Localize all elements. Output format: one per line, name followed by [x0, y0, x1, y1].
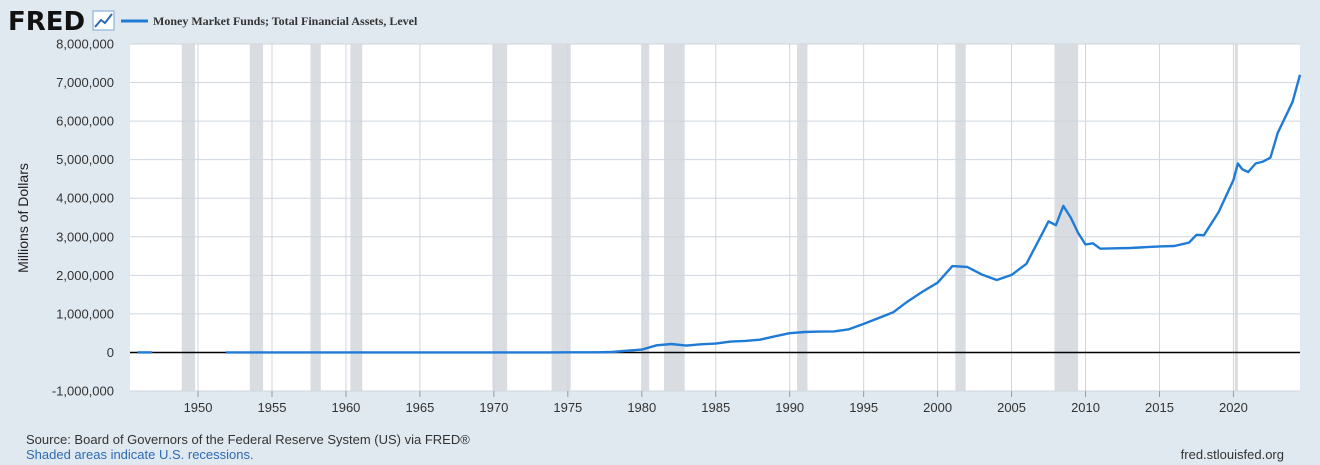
recession-band: [641, 44, 650, 391]
plot-area: [130, 44, 1300, 391]
y-tick-label: 2,000,000: [56, 268, 114, 283]
recession-band: [1234, 44, 1238, 391]
y-axis-ticks: -1,000,000 0 1,000,000 2,000,000 3,000,000 4,…: [52, 37, 114, 399]
legend-label: Money Market Funds; Total Financial Asse…: [153, 14, 418, 28]
recession-band: [797, 44, 808, 391]
y-tick-label: 6,000,000: [56, 114, 114, 129]
x-tick-label: 1955: [258, 400, 287, 415]
x-tick-label: 1965: [405, 400, 434, 415]
trend-line-icon: [92, 10, 115, 31]
x-tick-label: 2015: [1145, 400, 1174, 415]
recession-band: [955, 44, 966, 391]
recession-note[interactable]: Shaded areas indicate U.S. recessions.: [26, 447, 254, 462]
x-tick-label: 1990: [775, 400, 804, 415]
recession-band: [492, 44, 508, 391]
fred-logo[interactable]: FRED: [8, 7, 115, 37]
y-axis-label: Millions of Dollars: [15, 163, 31, 273]
x-tick-label: 1960: [331, 400, 360, 415]
recession-band: [249, 44, 264, 391]
recession-band: [350, 44, 363, 391]
fred-url[interactable]: fred.stlouisfed.org: [1180, 447, 1284, 462]
legend: Money Market Funds; Total Financial Asse…: [121, 14, 418, 28]
recession-band: [181, 44, 196, 391]
recession-band: [663, 44, 685, 391]
y-tick-label: 4,000,000: [56, 191, 114, 206]
y-tick-label: 1,000,000: [56, 306, 114, 321]
x-tick-label: 1975: [553, 400, 582, 415]
source-text: Source: Board of Governors of the Federa…: [26, 432, 470, 447]
y-tick-label: 5,000,000: [56, 152, 114, 167]
x-tick-label: 2005: [997, 400, 1026, 415]
x-tick-label: 2020: [1219, 400, 1248, 415]
y-tick-label: 0: [107, 345, 114, 360]
series-line: [226, 74, 1302, 354]
x-axis-ticks: 1950 1955 1960 1965 1970 1975 1980 1985 1990 1995…: [184, 391, 1248, 415]
x-tick-label: 1970: [479, 400, 508, 415]
x-tick-label: 2010: [1071, 400, 1100, 415]
series-layer: [137, 74, 1302, 354]
x-tick-label: 1980: [627, 400, 656, 415]
y-tick-label: 3,000,000: [56, 229, 114, 244]
x-tick-label: 2000: [923, 400, 952, 415]
x-tick-label: 1950: [184, 400, 213, 415]
x-tick-label: 1985: [701, 400, 730, 415]
fred-logo-text: FRED: [8, 7, 85, 37]
y-tick-label: -1,000,000: [52, 384, 114, 399]
recession-band: [1054, 44, 1079, 391]
recession-band: [551, 44, 571, 391]
recession-band: [310, 44, 321, 391]
recession-shading-layer: [181, 44, 1238, 391]
y-tick-label: 8,000,000: [56, 37, 114, 52]
x-tick-label: 1995: [849, 400, 878, 415]
y-tick-label: 7,000,000: [56, 75, 114, 90]
